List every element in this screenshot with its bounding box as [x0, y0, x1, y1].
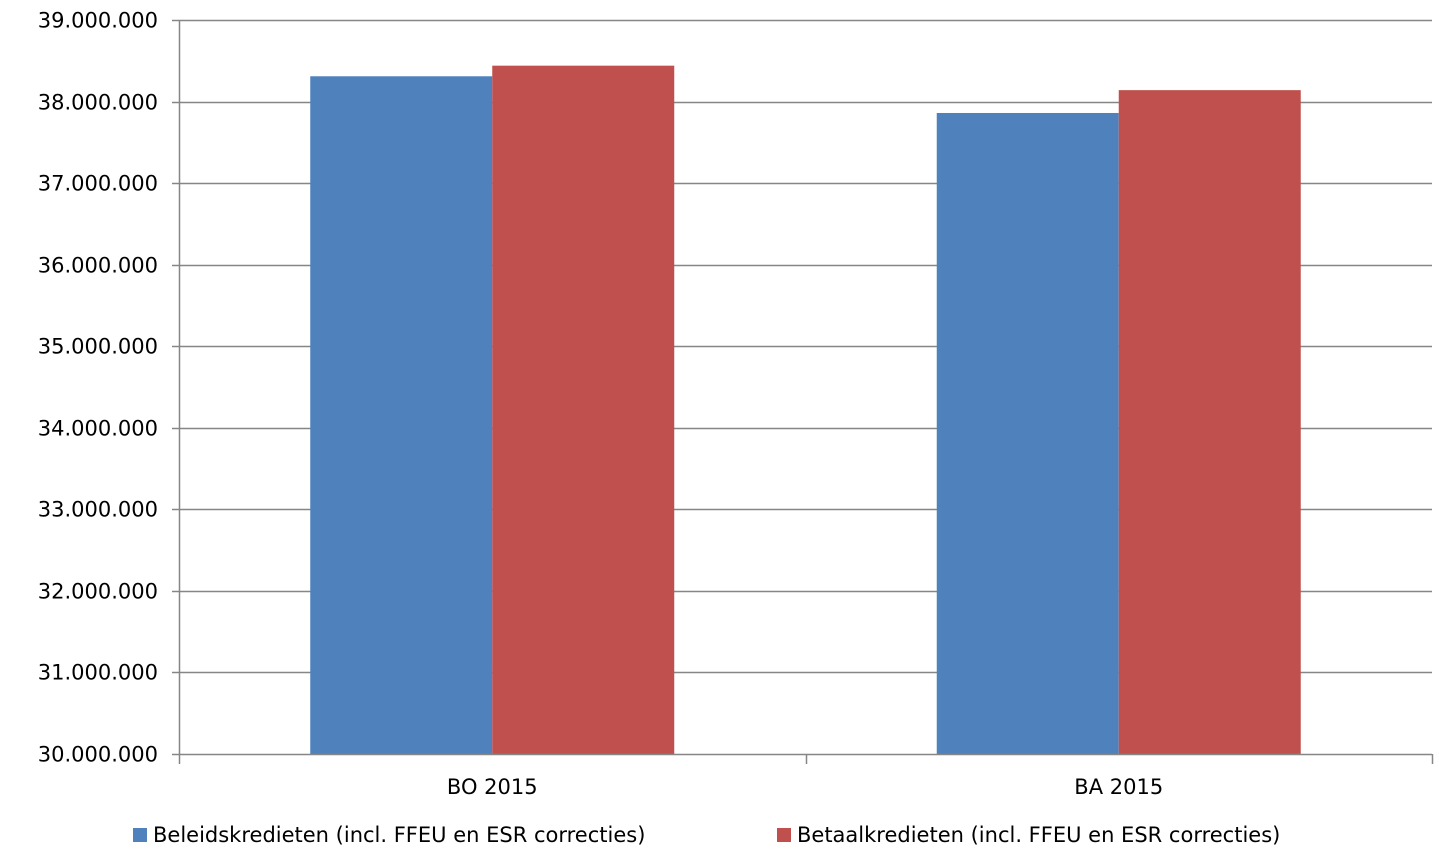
y-tick-label: 37.000.000: [38, 172, 158, 196]
y-tick-label: 30.000.000: [38, 743, 158, 767]
bar-beleidskredieten: [310, 76, 493, 755]
y-tick-labels: 30.000.000 31.000.000 32.000.000 33.000.000…: [38, 9, 158, 767]
y-tick-label: 36.000.000: [38, 254, 158, 278]
bar-betaalkredieten: [1118, 90, 1301, 755]
bars: [310, 65, 1301, 755]
legend-swatch: [133, 828, 147, 842]
x-tick-label: BA 2015: [1074, 775, 1163, 799]
y-tick-label: 38.000.000: [38, 91, 158, 115]
legend-swatch: [777, 828, 791, 842]
y-tick-label: 32.000.000: [38, 580, 158, 604]
legend-label: Betaalkredieten (incl. FFEU en ESR corre…: [797, 823, 1280, 847]
y-tick-label: 34.000.000: [38, 417, 158, 441]
legend: Beleidskredieten (incl. FFEU en ESR corr…: [133, 823, 1280, 847]
bar-beleidskredieten: [936, 112, 1119, 755]
y-tick-label: 31.000.000: [38, 661, 158, 685]
y-tick-label: 39.000.000: [38, 9, 158, 33]
y-tick-label: 33.000.000: [38, 498, 158, 522]
y-tick-label: 35.000.000: [38, 335, 158, 359]
bar-betaalkredieten: [492, 65, 675, 754]
x-tick-labels: BO 2015 BA 2015: [447, 775, 1163, 799]
x-tick-label: BO 2015: [447, 775, 538, 799]
axes: [172, 19, 1434, 764]
legend-label: Beleidskredieten (incl. FFEU en ESR corr…: [153, 823, 645, 847]
